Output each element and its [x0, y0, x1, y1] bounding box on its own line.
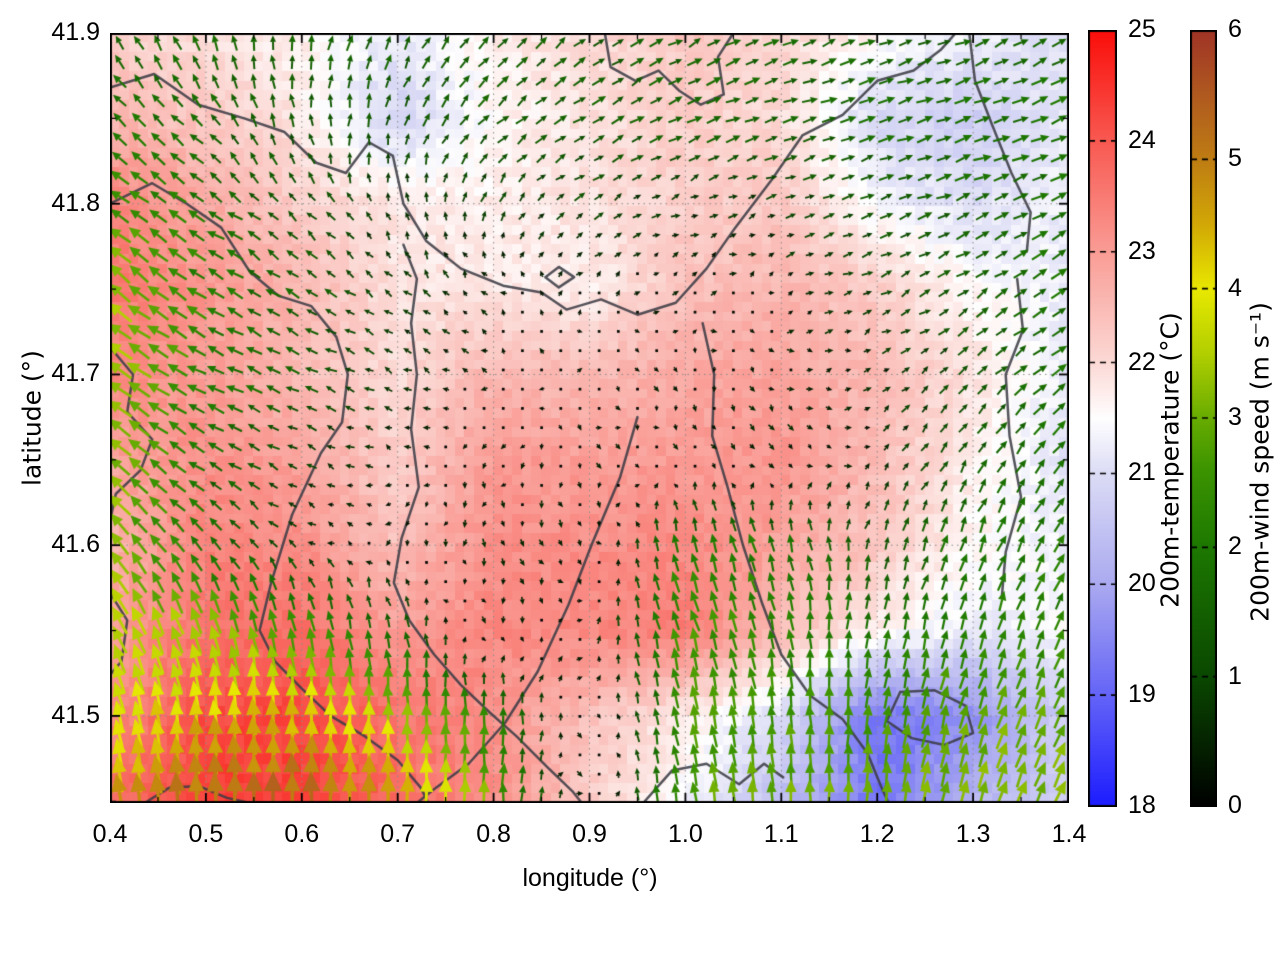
wind-colorbar-tick-label: 5	[1228, 144, 1242, 173]
x-tick-label: 1.2	[859, 820, 895, 848]
temperature-colorbar-tick-label: 22	[1128, 347, 1156, 376]
wind-colorbar-tick-label: 1	[1228, 661, 1242, 690]
wind-colorbar-tick-label: 2	[1228, 532, 1242, 561]
temperature-colorbar-tick-label: 24	[1128, 125, 1156, 154]
y-tick-label: 41.8	[51, 188, 100, 217]
wind-colorbar-title: 200m-wind speed (m s⁻¹)	[1245, 302, 1275, 622]
x-tick-label: 0.6	[284, 820, 320, 848]
temperature-colorbar-tick-label: 23	[1128, 236, 1156, 265]
x-tick-label: 0.9	[572, 820, 607, 848]
x-tick-label: 0.4	[92, 820, 128, 848]
wind-colorbar-tick-label: 0	[1228, 790, 1242, 819]
wind-colorbar-tick-label: 3	[1228, 402, 1242, 431]
x-tick-label: 1.0	[668, 820, 703, 848]
y-tick-label: 41.7	[51, 359, 100, 388]
x-axis-title: longitude (°)	[522, 864, 658, 892]
map-plot-area	[110, 33, 1069, 803]
y-tick-label: 41.6	[51, 530, 100, 559]
x-tick-label: 1.3	[955, 820, 991, 848]
temperature-colorbar-tick-label: 20	[1128, 569, 1156, 598]
y-tick-label: 41.5	[51, 700, 100, 729]
temperature-colorbar-title: 200m-temperature (°C)	[1155, 312, 1185, 608]
x-tick-label: 1.4	[1051, 820, 1087, 848]
wind-colorbar-tick-label: 4	[1228, 273, 1242, 302]
x-tick-label: 0.8	[476, 820, 511, 848]
temperature-colorbar-tick-label: 25	[1128, 14, 1156, 43]
y-axis-title: latitude (°)	[17, 350, 47, 486]
wind-colorbar	[1190, 30, 1217, 807]
wind-colorbar-tick-label: 6	[1228, 14, 1242, 43]
x-tick-label: 0.7	[380, 820, 416, 848]
temperature-colorbar-tick-label: 19	[1128, 680, 1156, 709]
y-tick-label: 41.9	[51, 17, 100, 46]
x-tick-label: 0.5	[188, 820, 224, 848]
x-tick-label: 1.1	[763, 820, 799, 848]
temperature-colorbar-tick-label: 21	[1128, 458, 1156, 487]
temperature-colorbar	[1088, 30, 1117, 807]
temperature-colorbar-tick-label: 18	[1128, 790, 1156, 819]
map-canvas	[110, 33, 1069, 803]
